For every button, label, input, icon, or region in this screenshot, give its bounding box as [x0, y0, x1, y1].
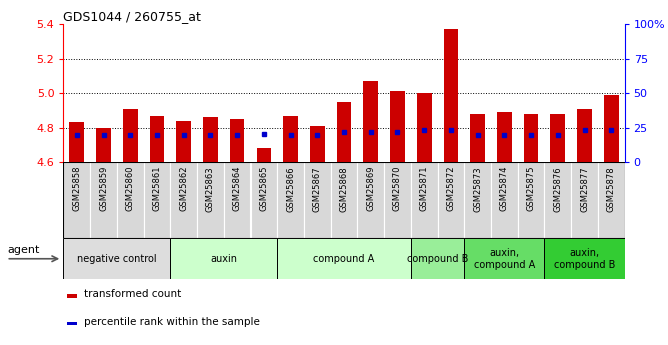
- Bar: [250, 162, 277, 238]
- Text: GSM25865: GSM25865: [259, 166, 269, 211]
- Text: GDS1044 / 260755_at: GDS1044 / 260755_at: [63, 10, 201, 23]
- Bar: [123, 109, 138, 162]
- Bar: [544, 238, 625, 279]
- Text: GSM25858: GSM25858: [72, 166, 81, 211]
- Bar: [224, 162, 250, 238]
- Bar: [67, 322, 77, 325]
- Text: auxin,
compound B: auxin, compound B: [554, 248, 615, 269]
- Text: percentile rank within the sample: percentile rank within the sample: [84, 317, 260, 327]
- Bar: [170, 162, 197, 238]
- Text: GSM25868: GSM25868: [339, 166, 349, 211]
- Bar: [117, 162, 144, 238]
- Text: GSM25872: GSM25872: [446, 166, 456, 211]
- Bar: [524, 114, 538, 162]
- Text: GSM25869: GSM25869: [366, 166, 375, 211]
- Bar: [598, 162, 625, 238]
- Text: compound A: compound A: [313, 254, 375, 264]
- Bar: [90, 162, 117, 238]
- Bar: [150, 116, 164, 162]
- Bar: [67, 294, 77, 298]
- Bar: [544, 162, 571, 238]
- Bar: [464, 162, 491, 238]
- Bar: [277, 162, 304, 238]
- Bar: [96, 128, 111, 162]
- Text: auxin,
compound A: auxin, compound A: [474, 248, 535, 269]
- Bar: [331, 162, 357, 238]
- Bar: [444, 29, 458, 162]
- Text: GSM25870: GSM25870: [393, 166, 402, 211]
- Text: GSM25877: GSM25877: [580, 166, 589, 211]
- Bar: [170, 238, 277, 279]
- Text: GSM25861: GSM25861: [152, 166, 162, 211]
- Bar: [384, 162, 411, 238]
- Bar: [470, 114, 485, 162]
- Bar: [63, 162, 90, 238]
- Text: GSM25867: GSM25867: [313, 166, 322, 211]
- Bar: [63, 238, 170, 279]
- Text: GSM25860: GSM25860: [126, 166, 135, 211]
- Bar: [550, 114, 565, 162]
- Text: GSM25862: GSM25862: [179, 166, 188, 211]
- Bar: [390, 91, 405, 162]
- Text: GSM25876: GSM25876: [553, 166, 562, 211]
- Bar: [497, 112, 512, 162]
- Text: compound B: compound B: [407, 254, 468, 264]
- Bar: [518, 162, 544, 238]
- Bar: [277, 238, 411, 279]
- Bar: [203, 117, 218, 162]
- Bar: [69, 122, 84, 162]
- Text: agent: agent: [7, 245, 40, 255]
- Bar: [176, 121, 191, 162]
- Text: auxin: auxin: [210, 254, 237, 264]
- Text: GSM25878: GSM25878: [607, 166, 616, 211]
- Bar: [257, 148, 271, 162]
- Bar: [577, 109, 592, 162]
- Text: GSM25873: GSM25873: [473, 166, 482, 211]
- Bar: [337, 102, 351, 162]
- Text: transformed count: transformed count: [84, 289, 181, 299]
- Bar: [417, 93, 432, 162]
- Bar: [464, 238, 544, 279]
- Bar: [491, 162, 518, 238]
- Text: GSM25875: GSM25875: [526, 166, 536, 211]
- Text: GSM25863: GSM25863: [206, 166, 215, 211]
- Bar: [283, 116, 298, 162]
- Text: GSM25866: GSM25866: [286, 166, 295, 211]
- Bar: [438, 162, 464, 238]
- Bar: [571, 162, 598, 238]
- Bar: [604, 95, 619, 162]
- Bar: [411, 238, 464, 279]
- Bar: [411, 162, 438, 238]
- Bar: [144, 162, 170, 238]
- Bar: [304, 162, 331, 238]
- Text: GSM25864: GSM25864: [232, 166, 242, 211]
- Bar: [310, 126, 325, 162]
- Bar: [230, 119, 244, 162]
- Bar: [363, 81, 378, 162]
- Text: GSM25874: GSM25874: [500, 166, 509, 211]
- Bar: [197, 162, 224, 238]
- Text: GSM25859: GSM25859: [99, 166, 108, 211]
- Text: GSM25871: GSM25871: [420, 166, 429, 211]
- Bar: [357, 162, 384, 238]
- Text: negative control: negative control: [77, 254, 157, 264]
